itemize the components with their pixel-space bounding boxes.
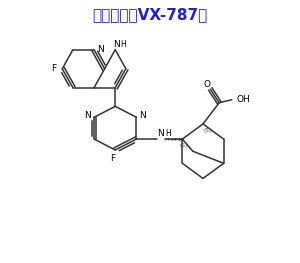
Text: F: F	[110, 154, 115, 163]
Text: N: N	[84, 111, 91, 120]
Text: N: N	[113, 40, 120, 49]
Text: H: H	[165, 129, 170, 138]
Text: (S): (S)	[203, 128, 212, 133]
Text: O: O	[203, 80, 210, 89]
Text: (S): (S)	[180, 143, 188, 148]
Text: F: F	[51, 64, 57, 73]
Text: N: N	[157, 129, 164, 138]
Text: OH: OH	[237, 95, 250, 104]
Text: N: N	[140, 111, 146, 120]
Text: H: H	[121, 40, 126, 49]
Text: N: N	[97, 45, 104, 54]
Text: 匹莫地韦（VX-787）: 匹莫地韦（VX-787）	[92, 7, 208, 22]
